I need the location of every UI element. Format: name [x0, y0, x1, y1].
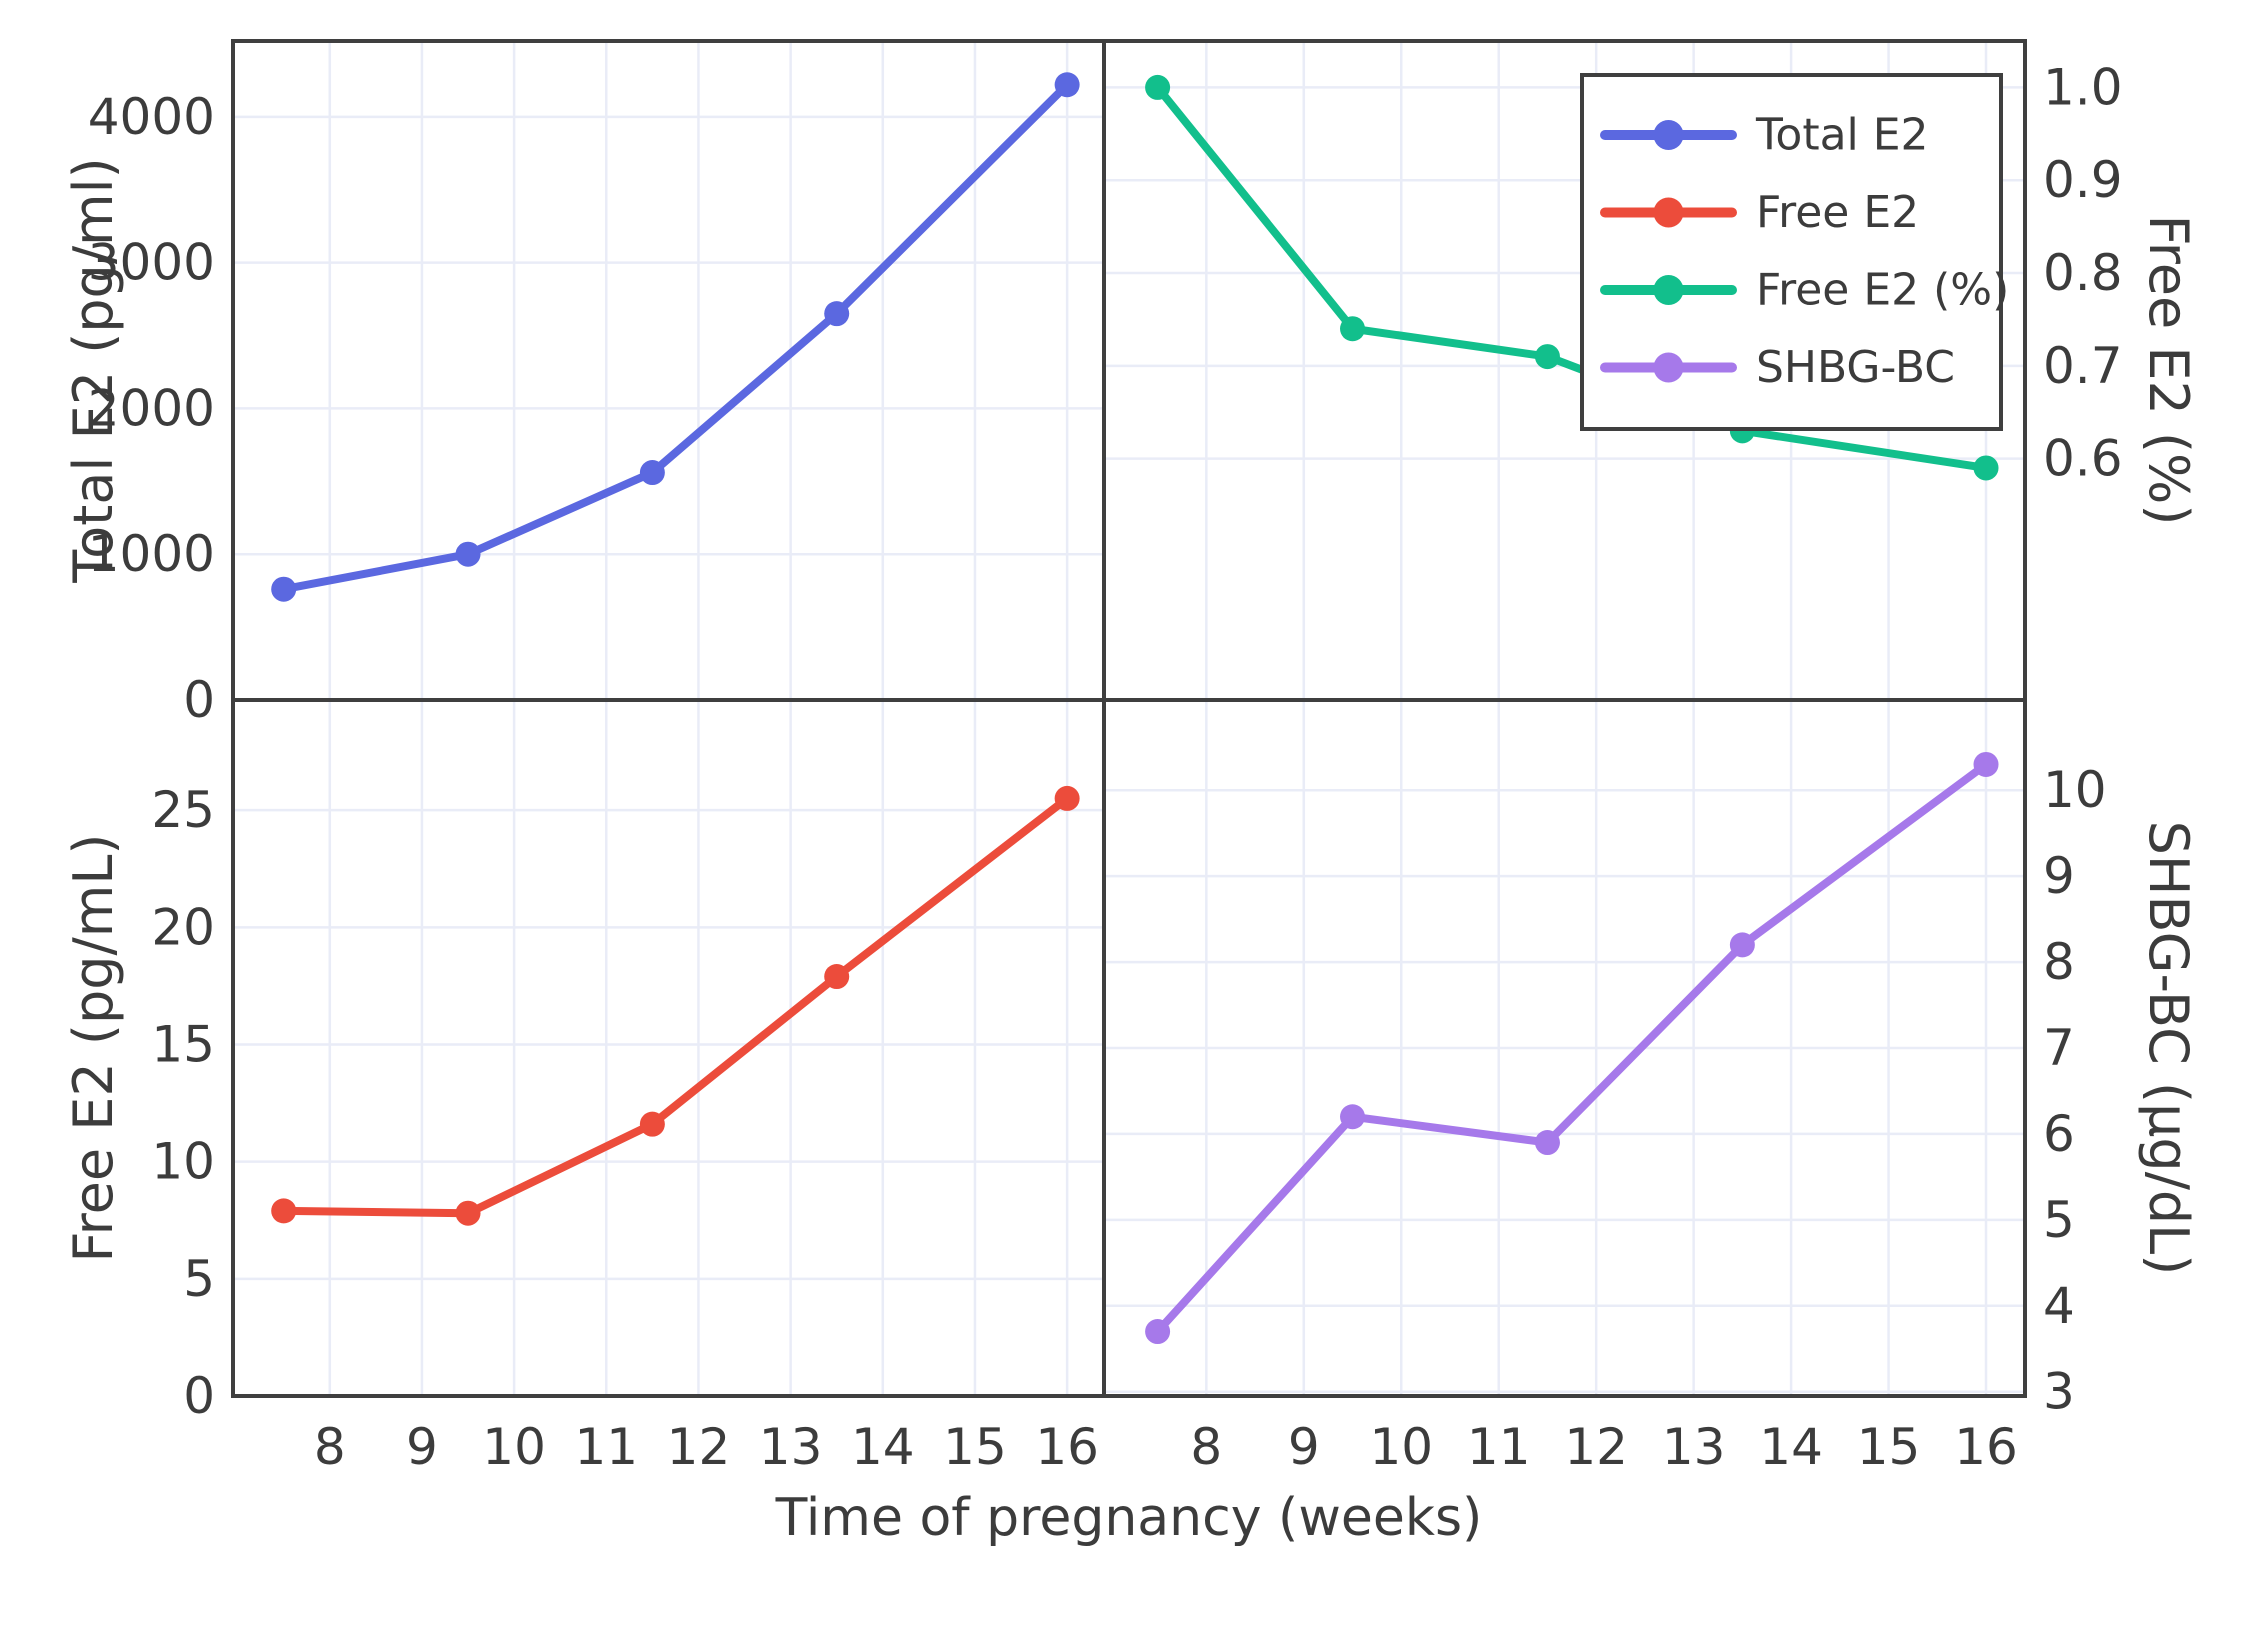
- y-tick-label: 5: [2043, 1191, 2075, 1249]
- x-tick-label: 11: [1467, 1418, 1531, 1476]
- y-tick-label: 4: [2043, 1277, 2075, 1335]
- ylabel-free-e2: Free E2 (pg/mL): [62, 834, 125, 1263]
- y-tick-label: 25: [151, 781, 215, 839]
- x-tick-label: 14: [1759, 1418, 1823, 1476]
- marker-shbg-bc-bottom-right: [1534, 1130, 1560, 1156]
- marker-total-e2-top-left: [824, 301, 850, 327]
- x-tick-label: 15: [943, 1418, 1007, 1476]
- ylabel-free-e2-pct: Free E2 (%): [2137, 215, 2200, 526]
- legend-swatch-dot: [1653, 275, 1684, 305]
- chart-layer: 0 1000 2000 3000 4000 0.6 0.7 0.8 0.9 1.0 0 5 10 15 20…: [88, 39, 2123, 1476]
- x-tick-label: 8: [314, 1418, 346, 1476]
- series-line-free-e2-bottom-left: [279, 794, 1072, 1218]
- x-tick-label: 15: [1857, 1418, 1921, 1476]
- x-tick-label: 14: [851, 1418, 915, 1476]
- y-tick-label: 6: [2043, 1105, 2075, 1163]
- legend-swatch-dot: [1653, 352, 1684, 383]
- legend-item-shbg-bc: SHBG-BC: [1600, 342, 1955, 393]
- y-tick-label: 9: [2043, 847, 2075, 905]
- legend-label: Total E2: [1755, 110, 1929, 161]
- x-tick-label: 13: [759, 1418, 823, 1476]
- marker-shbg-bc-bottom-right: [1340, 1104, 1366, 1130]
- marker-shbg-bc-bottom-right: [1729, 932, 1755, 958]
- y-tick-label: 20: [151, 898, 215, 956]
- marker-free-e2-bottom-left: [639, 1111, 665, 1137]
- marker-free-e2-bottom-left: [824, 964, 850, 990]
- legend-item-total-e2: Total E2: [1600, 110, 1929, 161]
- legend-label: Free E2 (%): [1756, 265, 2009, 316]
- y-tick-label: 0.9: [2043, 151, 2123, 209]
- marker-total-e2-top-left: [271, 576, 297, 602]
- marker-free-e2-bottom-left: [455, 1200, 481, 1226]
- marker-total-e2-top-left: [1054, 72, 1080, 98]
- x-tick-label: 11: [574, 1418, 638, 1476]
- plot-frame: [231, 39, 2027, 1398]
- y-tick-label: 8: [2043, 933, 2075, 991]
- y-tick-label: 15: [151, 1015, 215, 1073]
- series-line-total-e2-top-left: [279, 80, 1072, 594]
- marker-free-e2-bottom-left: [271, 1198, 297, 1224]
- ylabel-total-e2: Total E2 (pg/ml): [62, 157, 125, 583]
- x-tick-label: 8: [1190, 1418, 1222, 1476]
- y-tick-label: 2000: [88, 379, 215, 437]
- y-tick-label: 0: [183, 671, 215, 729]
- panel-bottom-left: 0 5 10 15 20 25 8 9 10 11 12 13 14 15 16: [151, 700, 1104, 1476]
- legend-item-free-e2: Free E2: [1600, 187, 1919, 238]
- y-tick-label: 1.0: [2043, 58, 2123, 116]
- x-tick-label: 9: [406, 1418, 438, 1476]
- legend-label: SHBG-BC: [1756, 342, 1955, 393]
- legend-label: Free E2: [1756, 187, 1919, 238]
- panel-top-left: 0 1000 2000 3000 4000: [88, 41, 1104, 729]
- marker-free-e2-top-right: [1145, 74, 1171, 100]
- marker-shbg-bc-bottom-right: [1973, 751, 1999, 777]
- x-tick-label: 16: [1035, 1418, 1099, 1476]
- legend-swatch-dot: [1653, 120, 1684, 150]
- marker-free-e2-bottom-left: [1054, 785, 1080, 811]
- legend: Total E2 Free E2 Free E2 (%) SHBG-BC: [1580, 73, 2009, 431]
- marker-free-e2-top-right: [1973, 455, 1999, 481]
- y-tick-label: 1000: [88, 525, 215, 583]
- panel-bottom-right: 3 4 5 6 7 8 9 10 8 9 10 11 12 13 14 15 16: [1104, 700, 2107, 1476]
- y-tick-label: 0.6: [2043, 430, 2123, 488]
- y-tick-label: 0: [183, 1367, 215, 1425]
- x-tick-label: 12: [667, 1418, 731, 1476]
- x-tick-label: 10: [1369, 1418, 1433, 1476]
- marker-total-e2-top-left: [455, 541, 481, 567]
- y-tick-label: 3000: [88, 234, 215, 292]
- y-tick-label: 0.8: [2043, 244, 2123, 302]
- y-tick-label: 10: [2043, 761, 2107, 819]
- y-tick-label: 5: [183, 1250, 215, 1308]
- y-tick-label: 4000: [88, 88, 215, 146]
- x-axis-label: Time of pregnancy (weeks): [775, 1488, 1483, 1548]
- x-tick-label: 9: [1288, 1418, 1320, 1476]
- x-tick-label: 16: [1954, 1418, 2018, 1476]
- y-tick-label: 0.7: [2043, 337, 2123, 395]
- x-tick-label: 10: [482, 1418, 546, 1476]
- marker-free-e2-top-right: [1340, 316, 1366, 342]
- y-tick-label: 10: [151, 1133, 215, 1191]
- x-tick-label: 12: [1564, 1418, 1628, 1476]
- ylabel-shbg-bc: SHBG-BC (µg/dL): [2137, 821, 2200, 1276]
- x-tick-label: 13: [1662, 1418, 1726, 1476]
- legend-swatch-dot: [1653, 197, 1684, 228]
- legend-item-free-e2: Free E2 (%): [1600, 265, 2009, 316]
- y-tick-label: 3: [2043, 1363, 2075, 1421]
- marker-total-e2-top-left: [639, 460, 665, 486]
- marker-free-e2-top-right: [1534, 344, 1560, 370]
- y-tick-label: 7: [2043, 1019, 2075, 1077]
- marker-shbg-bc-bottom-right: [1145, 1319, 1171, 1345]
